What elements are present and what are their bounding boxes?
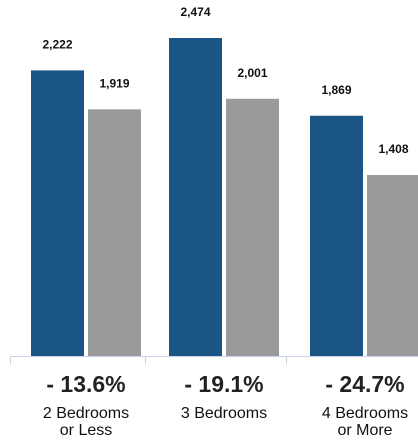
value-label-1-series-2: 1,919 bbox=[99, 76, 129, 90]
category-label-3-line-2: or More bbox=[337, 422, 392, 439]
bar-1-series-2 bbox=[88, 109, 141, 356]
bar-3-series-1 bbox=[310, 116, 363, 356]
value-label-3-series-1: 1,869 bbox=[321, 83, 351, 97]
bar-1-series-1 bbox=[31, 70, 84, 356]
category-label-1-line-2: or Less bbox=[60, 422, 112, 439]
value-label-1-series-1: 2,222 bbox=[42, 37, 72, 51]
change-label-3: - 24.7% bbox=[325, 371, 404, 397]
value-label-2-series-2: 2,001 bbox=[237, 66, 267, 80]
category-label-1-line-1: 2 Bedrooms bbox=[43, 405, 129, 422]
category-label-3-line-1: 4 Bedrooms bbox=[322, 405, 408, 422]
value-label-2-series-1: 2,474 bbox=[180, 5, 210, 19]
bar-2-series-1 bbox=[169, 38, 222, 356]
bar-3-series-2 bbox=[367, 175, 418, 356]
bars-group bbox=[31, 38, 418, 356]
value-label-3-series-2: 1,408 bbox=[378, 142, 408, 156]
change-label-2: - 19.1% bbox=[184, 371, 263, 397]
category-label-2-line-1: 3 Bedrooms bbox=[181, 405, 267, 422]
change-label-1: - 13.6% bbox=[46, 371, 125, 397]
bar-2-series-2 bbox=[226, 99, 279, 356]
baseline-group bbox=[10, 356, 418, 364]
